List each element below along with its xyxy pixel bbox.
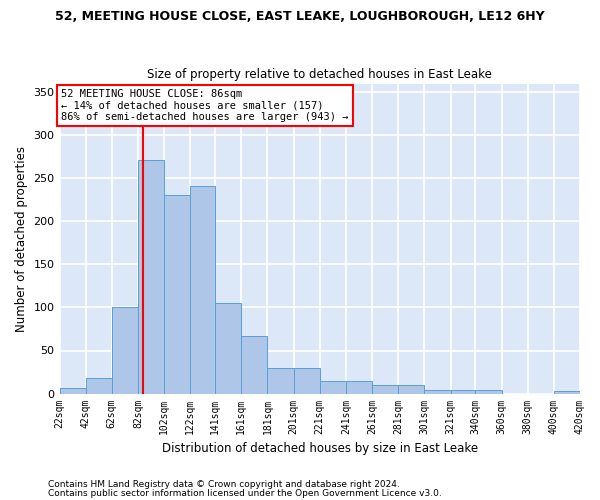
Bar — [451, 390, 475, 394]
X-axis label: Distribution of detached houses by size in East Leake: Distribution of detached houses by size … — [162, 442, 478, 455]
Bar — [215, 303, 241, 394]
Bar — [346, 380, 372, 394]
Text: 52 MEETING HOUSE CLOSE: 86sqm
← 14% of detached houses are smaller (157)
86% of : 52 MEETING HOUSE CLOSE: 86sqm ← 14% of d… — [61, 88, 349, 122]
Bar — [241, 336, 268, 394]
Bar — [424, 390, 451, 394]
Text: Contains public sector information licensed under the Open Government Licence v3: Contains public sector information licen… — [48, 488, 442, 498]
Bar — [268, 368, 293, 394]
Bar — [164, 194, 190, 394]
Bar — [138, 160, 164, 394]
Bar — [190, 186, 215, 394]
Y-axis label: Number of detached properties: Number of detached properties — [15, 146, 28, 332]
Bar — [112, 308, 138, 394]
Bar — [554, 391, 580, 394]
Bar — [398, 385, 424, 394]
Bar — [86, 378, 112, 394]
Title: Size of property relative to detached houses in East Leake: Size of property relative to detached ho… — [148, 68, 492, 81]
Text: 52, MEETING HOUSE CLOSE, EAST LEAKE, LOUGHBOROUGH, LE12 6HY: 52, MEETING HOUSE CLOSE, EAST LEAKE, LOU… — [55, 10, 545, 23]
Bar — [59, 388, 86, 394]
Bar — [293, 368, 320, 394]
Bar — [372, 385, 398, 394]
Bar — [475, 390, 502, 394]
Bar — [320, 380, 346, 394]
Text: Contains HM Land Registry data © Crown copyright and database right 2024.: Contains HM Land Registry data © Crown c… — [48, 480, 400, 489]
